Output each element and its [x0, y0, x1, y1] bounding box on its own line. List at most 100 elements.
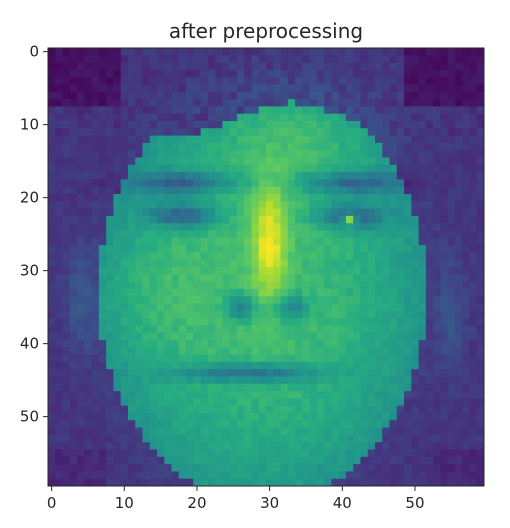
heatmap-cell [171, 121, 180, 129]
heatmap-cell [69, 325, 78, 334]
heatmap-cell [222, 391, 231, 399]
heatmap-cell [157, 347, 165, 355]
heatmap-cell [55, 55, 63, 63]
heatmap-cell [454, 274, 463, 282]
heatmap-cell [69, 201, 78, 209]
heatmap-cell [69, 142, 78, 151]
heatmap-cell [338, 427, 347, 436]
heatmap-cell [91, 376, 100, 385]
heatmap-cell [98, 478, 107, 487]
heatmap-cell [454, 420, 463, 428]
heatmap-cell [113, 340, 122, 348]
heatmap-cell [120, 325, 129, 334]
heatmap-cell [258, 106, 267, 115]
heatmap-cell [331, 135, 340, 144]
heatmap-cell [127, 310, 136, 319]
heatmap-cell [178, 340, 187, 348]
heatmap-cell [127, 164, 136, 173]
heatmap-cell [280, 456, 289, 465]
heatmap-cell [433, 121, 441, 129]
heatmap-cell [396, 376, 405, 385]
heatmap-cell [425, 391, 434, 399]
heatmap-cell [127, 383, 136, 392]
heatmap-cell [469, 427, 478, 436]
heatmap-cell [171, 128, 180, 136]
heatmap-cell [476, 303, 485, 312]
heatmap-cell [454, 478, 463, 487]
heatmap-cell [404, 398, 412, 407]
heatmap-cell [353, 318, 361, 326]
heatmap-cell [375, 383, 383, 392]
heatmap-cell [164, 194, 172, 202]
heatmap-cell [324, 121, 332, 129]
heatmap-cell [367, 288, 376, 297]
heatmap-cell [345, 281, 354, 290]
heatmap-cell [447, 471, 456, 480]
heatmap-cell [316, 77, 325, 85]
heatmap-cell [142, 150, 151, 158]
heatmap-cell [120, 303, 129, 312]
heatmap-cell [244, 420, 252, 428]
heatmap-cell [454, 340, 463, 348]
heatmap-cell [215, 157, 223, 166]
heatmap-cell [222, 237, 231, 246]
heatmap-cell [425, 99, 434, 107]
heatmap-cell [324, 427, 332, 436]
heatmap-cell [433, 347, 441, 355]
heatmap-cell [382, 106, 390, 115]
heatmap-cell [360, 267, 369, 275]
heatmap-cell [345, 121, 354, 129]
heatmap-cell [324, 186, 332, 195]
heatmap-cell [331, 48, 340, 56]
heatmap-cell [91, 288, 100, 297]
heatmap-cell [200, 434, 209, 443]
heatmap-cell [200, 150, 209, 158]
heatmap-cell [222, 55, 231, 63]
heatmap-cell [266, 288, 274, 297]
heatmap-cell [48, 376, 56, 385]
heatmap-cell [404, 456, 412, 465]
heatmap-cell [55, 340, 63, 348]
heatmap-cell [178, 142, 187, 151]
heatmap-cell [215, 369, 223, 377]
heatmap-cell [48, 354, 56, 363]
heatmap-cell [200, 361, 209, 370]
heatmap-cell [469, 84, 478, 93]
heatmap-cell [84, 361, 92, 370]
heatmap-cell [236, 369, 245, 377]
heatmap-cell [389, 449, 398, 458]
heatmap-cell [454, 172, 463, 180]
heatmap-cell [120, 391, 129, 399]
heatmap-cell [353, 376, 361, 385]
heatmap-cell [193, 194, 201, 202]
y-tick-label: 10 [20, 116, 39, 134]
heatmap-cell [367, 340, 376, 348]
heatmap-cell [440, 99, 449, 107]
heatmap-cell [425, 77, 434, 85]
heatmap-cell [280, 391, 289, 399]
heatmap-cell [411, 267, 419, 275]
heatmap-cell [186, 303, 194, 312]
heatmap-cell [222, 113, 231, 122]
heatmap-cell [171, 245, 180, 253]
heatmap-cell [418, 391, 427, 399]
heatmap-cell [84, 84, 92, 93]
heatmap-cell [193, 259, 201, 268]
heatmap-cell [77, 121, 85, 129]
heatmap-cell [229, 237, 238, 246]
heatmap-cell [236, 383, 245, 392]
heatmap-cell [316, 186, 325, 195]
heatmap-cell [469, 361, 478, 370]
heatmap-cell [200, 223, 209, 231]
heatmap-cell [404, 310, 412, 319]
heatmap-cell [287, 303, 296, 312]
heatmap-cell [324, 252, 332, 261]
heatmap-cell [316, 208, 325, 217]
heatmap-cell [287, 442, 296, 450]
heatmap-cell [425, 274, 434, 282]
heatmap-cell [273, 296, 281, 304]
heatmap-cell [302, 150, 310, 158]
heatmap-cell [440, 303, 449, 312]
heatmap-cell [91, 91, 100, 100]
heatmap-cell [389, 434, 398, 443]
